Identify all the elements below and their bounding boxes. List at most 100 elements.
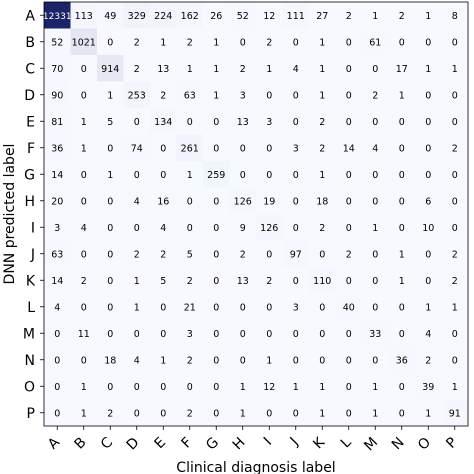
cell-label-N-D: 4 <box>134 355 140 366</box>
heatmap-cell-H-F <box>176 187 204 215</box>
cell-label-G-H: 0 <box>240 170 246 181</box>
cell-label-C-D: 2 <box>134 64 140 75</box>
cell-label-C-B: 0 <box>81 64 87 75</box>
cell-label-F-G: 0 <box>213 143 219 154</box>
cell-label-F-M: 4 <box>372 143 378 154</box>
heatmap-cell-G-G <box>203 161 230 188</box>
heatmap-cell-M-N <box>388 320 416 347</box>
heatmap-cell-H-P <box>441 187 469 215</box>
cell-label-K-J: 0 <box>293 276 299 287</box>
heatmap-cell-K-P <box>441 267 469 294</box>
heatmap-cell-J-G <box>203 240 230 268</box>
x-tick-label-L: L <box>338 434 355 451</box>
heatmap-cell-A-B <box>70 2 98 29</box>
heatmap-cell-H-M <box>362 187 389 215</box>
heatmap-cell-D-H <box>229 81 257 109</box>
cell-label-L-M: 0 <box>372 302 378 313</box>
heatmap-cell-F-D <box>123 134 151 162</box>
heatmap-cell-P-N <box>388 399 416 427</box>
heatmap-cell-M-F <box>176 320 204 347</box>
heatmap-cell-N-F <box>176 346 204 374</box>
cell-label-M-H: 0 <box>240 329 246 340</box>
cell-label-L-I: 0 <box>266 302 272 313</box>
cell-label-P-I: 0 <box>266 408 272 419</box>
heatmap-cell-H-I <box>256 187 283 215</box>
cell-label-I-J: 0 <box>293 223 299 234</box>
cell-label-K-O: 0 <box>425 276 431 287</box>
heatmap-cell-O-E <box>150 373 177 400</box>
heatmap-cell-B-E <box>150 28 177 56</box>
cell-label-L-A: 4 <box>54 302 60 313</box>
heatmap-cell-A-E <box>150 2 177 29</box>
heatmap-cell-B-N <box>388 28 416 56</box>
heatmap-cell-F-B <box>70 134 98 162</box>
heatmap-cell-C-F <box>176 55 204 82</box>
cell-label-B-B: 1021 <box>72 37 96 48</box>
cell-label-P-K: 1 <box>319 408 325 419</box>
cell-label-K-F: 2 <box>187 276 193 287</box>
heatmap-cell-L-L <box>335 293 363 321</box>
y-tick-label-J: J <box>30 247 35 263</box>
heatmap-cell-O-J <box>282 373 310 400</box>
cell-label-J-L: 2 <box>346 249 352 260</box>
x-tick-label-C: C <box>98 434 116 452</box>
heatmap-cell-B-K <box>309 28 336 56</box>
heatmap-cell-N-G <box>203 346 230 374</box>
cell-label-L-K: 0 <box>319 302 325 313</box>
cell-label-P-C: 2 <box>107 408 113 419</box>
heatmap-cell-H-E <box>150 187 177 215</box>
cell-label-J-H: 2 <box>240 249 246 260</box>
heatmap-cell-A-N <box>388 2 416 29</box>
cell-label-A-F: 162 <box>181 11 199 22</box>
x-tick-label-K: K <box>310 434 328 452</box>
cell-label-F-O: 0 <box>425 143 431 154</box>
cell-label-B-N: 0 <box>399 37 405 48</box>
heatmap-cell-M-C <box>97 320 124 347</box>
cell-label-J-M: 0 <box>372 249 378 260</box>
cell-label-E-G: 0 <box>213 117 219 128</box>
cell-label-L-L: 40 <box>343 302 355 313</box>
heatmap-cell-G-P <box>441 161 469 188</box>
heatmap-cell-P-J <box>282 399 310 427</box>
heatmap-cell-N-M <box>362 346 389 374</box>
heatmap-cell-O-H <box>229 373 257 400</box>
heatmap-cell-B-L <box>335 28 363 56</box>
cell-label-B-F: 2 <box>187 37 193 48</box>
cell-label-A-H: 52 <box>237 11 249 22</box>
cell-label-C-G: 1 <box>213 64 219 75</box>
heatmap-cell-K-F <box>176 267 204 294</box>
heatmap-cell-G-M <box>362 161 389 188</box>
cell-label-M-A: 0 <box>54 329 60 340</box>
cell-label-M-G: 0 <box>213 329 219 340</box>
heatmap-cell-L-N <box>388 293 416 321</box>
heatmap-cell-B-F <box>176 28 204 56</box>
y-tick-label-I: I <box>31 220 35 236</box>
cell-label-N-B: 0 <box>81 355 87 366</box>
heatmap-cell-N-K <box>309 346 336 374</box>
cell-label-C-P: 1 <box>452 64 458 75</box>
heatmap-cell-D-P <box>441 81 469 109</box>
heatmap-cell-N-I <box>256 346 283 374</box>
cell-label-O-H: 1 <box>240 382 246 393</box>
heatmap-cell-B-P <box>441 28 469 56</box>
cell-label-F-L: 14 <box>343 143 355 154</box>
cell-label-D-M: 2 <box>372 90 378 101</box>
heatmap-cell-C-D <box>123 55 151 82</box>
cell-label-L-D: 1 <box>134 302 140 313</box>
heatmap-cell-I-O <box>415 214 442 241</box>
cell-label-A-N: 2 <box>399 11 405 22</box>
heatmap-cells <box>44 2 469 427</box>
heatmap-cell-D-D <box>123 81 151 109</box>
heatmap-cell-A-P <box>441 2 469 29</box>
heatmap-cell-A-D <box>123 2 151 29</box>
cell-label-E-L: 0 <box>346 117 352 128</box>
cell-label-D-H: 3 <box>240 90 246 101</box>
heatmap-cell-C-O <box>415 55 442 82</box>
heatmap-cell-N-J <box>282 346 310 374</box>
cell-label-B-D: 2 <box>134 37 140 48</box>
heatmap-cell-J-H <box>229 240 257 268</box>
heatmap-cell-C-B <box>70 55 98 82</box>
heatmap-cell-P-O <box>415 399 442 427</box>
cell-label-L-G: 0 <box>213 302 219 313</box>
